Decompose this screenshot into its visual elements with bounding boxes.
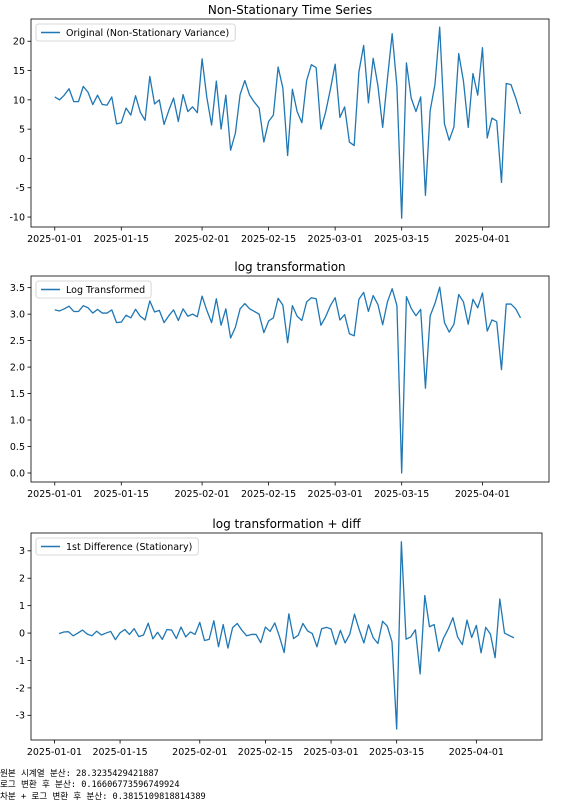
- y-tick-label: -5: [16, 183, 25, 194]
- x-tick-label: 2025-02-15: [238, 747, 293, 758]
- legend-box: [35, 280, 152, 299]
- variance-log: 로그 변환 후 분산: 0.16606773596749924: [0, 780, 180, 791]
- legend: Log Transformed: [35, 280, 152, 299]
- variance-diff-log: 차분 + 로그 변환 후 분산: 0.3815109818814389: [0, 791, 206, 802]
- x-tick-label: 2025-02-01: [172, 747, 227, 758]
- y-tick-label: 2.0: [10, 362, 25, 373]
- x-tick-label: 2025-04-01: [455, 489, 510, 500]
- y-tick-label: 20: [13, 37, 25, 48]
- legend-label: Log Transformed: [66, 285, 145, 296]
- x-tick-label: 2025-03-01: [308, 489, 363, 500]
- y-tick-label: -1: [16, 656, 25, 667]
- x-tick-label: 2025-01-01: [27, 489, 82, 500]
- x-tick-label: 2025-01-15: [94, 489, 149, 500]
- chart-2: log transformation 0.0 0.5 1.0 1.5 2.0 2.5 3.0 3…: [10, 260, 550, 500]
- y-tick-label: 3.5: [10, 283, 25, 294]
- x-tick-label: 2025-03-15: [374, 234, 429, 245]
- x-tick-label: 2025-02-01: [174, 489, 229, 500]
- y-tick-label: 5: [19, 125, 25, 136]
- chart-title: Non-Stationary Time Series: [208, 3, 372, 17]
- y-tick-label: -2: [16, 683, 25, 694]
- y-tick-label: 1.5: [10, 389, 25, 400]
- variance-output: 원본 시계열 분산: 28.3235429421887 로그 변환 후 분산: 0…: [0, 769, 561, 803]
- legend: Original (Non-Stationary Variance): [35, 23, 236, 42]
- legend: 1st Difference (Stationary): [35, 537, 199, 556]
- plot-frame: [30, 18, 550, 228]
- legend-label: 1st Difference (Stationary): [66, 542, 192, 553]
- x-tick-label: 2025-04-01: [455, 234, 510, 245]
- x-tick-label: 2025-03-01: [308, 234, 363, 245]
- chart-1: Non-Stationary Time Series-10-5051015202…: [9, 3, 550, 245]
- y-tick-label: 10: [13, 95, 25, 106]
- x-tick-label: 2025-03-01: [303, 747, 358, 758]
- x-tick-label: 2025-02-15: [241, 234, 296, 245]
- chart-title: log transformation + diff: [212, 517, 361, 531]
- x-tick-label: 2025-02-15: [241, 489, 296, 500]
- y-tick-label: 3.0: [10, 310, 25, 321]
- x-tick-label: 2025-03-15: [369, 747, 424, 758]
- legend-box: [35, 23, 236, 42]
- x-tick-label: 2025-01-01: [27, 234, 82, 245]
- y-tick-label: -3: [16, 711, 25, 722]
- plot-frame: [30, 532, 543, 741]
- legend-box: [35, 537, 199, 556]
- y-tick-label: 0.5: [10, 442, 25, 453]
- variance-original: 원본 시계열 분산: 28.3235429421887: [0, 769, 159, 779]
- plot-frame: [30, 275, 550, 483]
- y-tick-label: 2.5: [10, 336, 25, 347]
- x-tick-label: 2025-02-01: [174, 234, 229, 245]
- x-tick-label: 2025-04-01: [449, 747, 504, 758]
- y-tick-label: 15: [13, 66, 25, 77]
- x-tick-label: 2025-01-15: [94, 234, 149, 245]
- chart-title: log transformation: [234, 260, 345, 274]
- y-tick-label: 2: [19, 574, 25, 585]
- chart-3: log transformation + diff -3 -2 -1 0 1 2 3 2025-…: [16, 517, 543, 758]
- y-tick-label: -10: [9, 212, 25, 223]
- legend-label: Original (Non-Stationary Variance): [66, 28, 229, 39]
- y-tick-label: 0: [19, 628, 25, 639]
- series-line: [54, 26, 522, 219]
- y-tick-label: 1: [19, 601, 25, 612]
- y-tick-label: 0.0: [10, 468, 25, 479]
- y-tick-label: 0: [19, 154, 25, 165]
- x-tick-label: 2025-03-15: [374, 489, 429, 500]
- x-tick-label: 2025-01-01: [27, 747, 82, 758]
- series-line: [58, 541, 515, 730]
- y-tick-label: 3: [19, 546, 25, 557]
- series-line: [54, 286, 522, 474]
- x-tick-label: 2025-01-15: [92, 747, 147, 758]
- y-tick-label: 1.0: [10, 415, 25, 426]
